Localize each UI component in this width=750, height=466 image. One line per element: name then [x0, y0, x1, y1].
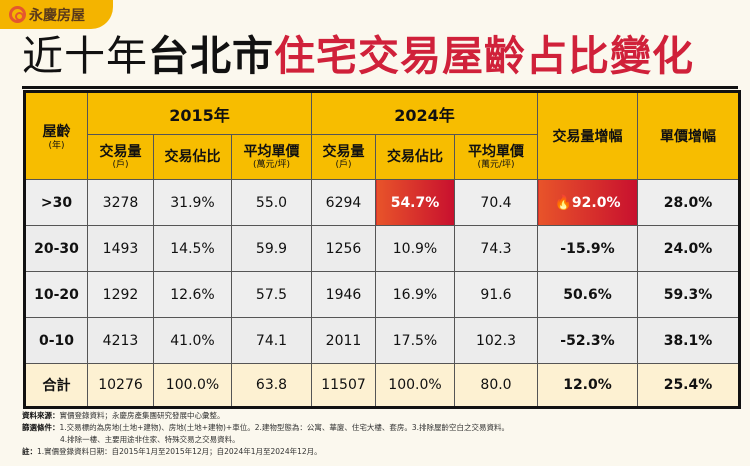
- header-volume: 交易量 (戶): [311, 134, 376, 180]
- table-cell: 10-20: [24, 271, 88, 318]
- table-cell: 74.1: [231, 317, 312, 364]
- table-cell: 80.0: [454, 363, 538, 408]
- source-note: 資料來源：實價登錄資料；永慶房產集團研究發展中心彙整。: [22, 411, 225, 420]
- table-cell: 1292: [87, 271, 154, 318]
- flame-icon: 🔥: [554, 194, 572, 211]
- table-cell: 1946: [311, 271, 376, 318]
- header-share: 交易佔比: [153, 134, 232, 180]
- table-cell: 17.5%: [375, 317, 455, 364]
- table-cell: 41.0%: [153, 317, 232, 364]
- table-cell: 24.0%: [637, 225, 740, 272]
- title-part: 住宅交易屋齡占比變化: [274, 32, 694, 80]
- page-title: 近十年台北市住宅交易屋齡占比變化: [22, 30, 694, 82]
- header-price: 平均單價 (萬元/坪): [231, 134, 312, 180]
- total-row: 合計 10276 100.0% 63.8 11507 100.0% 80.0 12.0% 25.…: [24, 363, 740, 408]
- title-part: 近十年: [22, 32, 148, 80]
- table-cell: 11507: [311, 363, 376, 408]
- brand-logo: 永慶房屋: [0, 0, 113, 29]
- logo-text: 永慶房屋: [29, 7, 85, 24]
- table-cell: 10.9%: [375, 225, 455, 272]
- header-volume-growth: 交易量增幅: [537, 91, 638, 180]
- date-note: 註：1.實價登錄資料日期：自2015年1月至2015年12月；自2024年1月至…: [22, 447, 322, 456]
- filter-note: 篩選條件：1.交易標的為房地(土地+建物)、房地(土地+建物)+車位。2.建物型…: [22, 423, 510, 432]
- table-cell: 合計: [24, 363, 88, 408]
- footnotes: 資料來源：實價登錄資料；永慶房產集團研究發展中心彙整。 篩選條件：1.交易標的為…: [22, 410, 509, 458]
- table-cell: 20-30: [24, 225, 88, 272]
- data-table: 屋齡 (年) 2015年 2024年 交易量增幅 單價增幅 交易量 (戶) 交易佔比…: [23, 90, 741, 409]
- title-divider: [22, 86, 738, 89]
- table-cell: 38.1%: [637, 317, 740, 364]
- table-cell: 102.3: [454, 317, 538, 364]
- table-cell: 54.7%: [375, 179, 455, 226]
- table-cell: 70.4: [454, 179, 538, 226]
- table-cell: 25.4%: [637, 363, 740, 408]
- table-cell: 3278: [87, 179, 154, 226]
- table-cell: 1493: [87, 225, 154, 272]
- table-cell: 31.9%: [153, 179, 232, 226]
- logo-icon: [9, 6, 26, 23]
- table-cell: 12.6%: [153, 271, 232, 318]
- table-cell: 6294: [311, 179, 376, 226]
- table-cell: -15.9%: [537, 225, 638, 272]
- table-cell: -52.3%: [537, 317, 638, 364]
- table-cell: 10276: [87, 363, 154, 408]
- table-cell: 74.3: [454, 225, 538, 272]
- table-cell: 4213: [87, 317, 154, 364]
- header-share: 交易佔比: [375, 134, 455, 180]
- table-cell: >30: [24, 179, 88, 226]
- table-cell: 28.0%: [637, 179, 740, 226]
- table-cell: 55.0: [231, 179, 312, 226]
- table-cell: 🔥92.0%: [537, 179, 638, 226]
- table-cell: 100.0%: [153, 363, 232, 408]
- title-part: 台北市: [148, 32, 274, 80]
- table-cell: 100.0%: [375, 363, 455, 408]
- table-cell: 16.9%: [375, 271, 455, 318]
- filter-note-cont: 4.排除一樓、主要用途非住家、特殊交易之交易資料。: [60, 435, 240, 444]
- header-volume: 交易量 (戶): [87, 134, 154, 180]
- table-cell: 59.9: [231, 225, 312, 272]
- table-cell: 63.8: [231, 363, 312, 408]
- table-cell: 50.6%: [537, 271, 638, 318]
- table-row: >30 3278 31.9% 55.0 6294 54.7% 70.4 🔥92.0% 28.0%: [24, 179, 740, 226]
- table-cell: 57.5: [231, 271, 312, 318]
- table-row: 0-10 4213 41.0% 74.1 2011 17.5% 102.3 -52.3% 38.…: [24, 317, 740, 364]
- table-cell: 1256: [311, 225, 376, 272]
- table-cell: 14.5%: [153, 225, 232, 272]
- header-price-growth: 單價增幅: [637, 91, 740, 180]
- table-row: 10-20 1292 12.6% 57.5 1946 16.9% 91.6 50.6% 59.3…: [24, 271, 740, 318]
- table-cell: 59.3%: [637, 271, 740, 318]
- header-price: 平均單價 (萬元/坪): [454, 134, 538, 180]
- table-row: 20-30 1493 14.5% 59.9 1256 10.9% 74.3 -15.9% 24.…: [24, 225, 740, 272]
- header-year-2015: 2015年: [87, 91, 312, 135]
- table-cell: 91.6: [454, 271, 538, 318]
- table-cell: 2011: [311, 317, 376, 364]
- header-age: 屋齡 (年): [24, 91, 88, 180]
- table-cell: 12.0%: [537, 363, 638, 408]
- header-year-2024: 2024年: [311, 91, 538, 135]
- table-cell: 0-10: [24, 317, 88, 364]
